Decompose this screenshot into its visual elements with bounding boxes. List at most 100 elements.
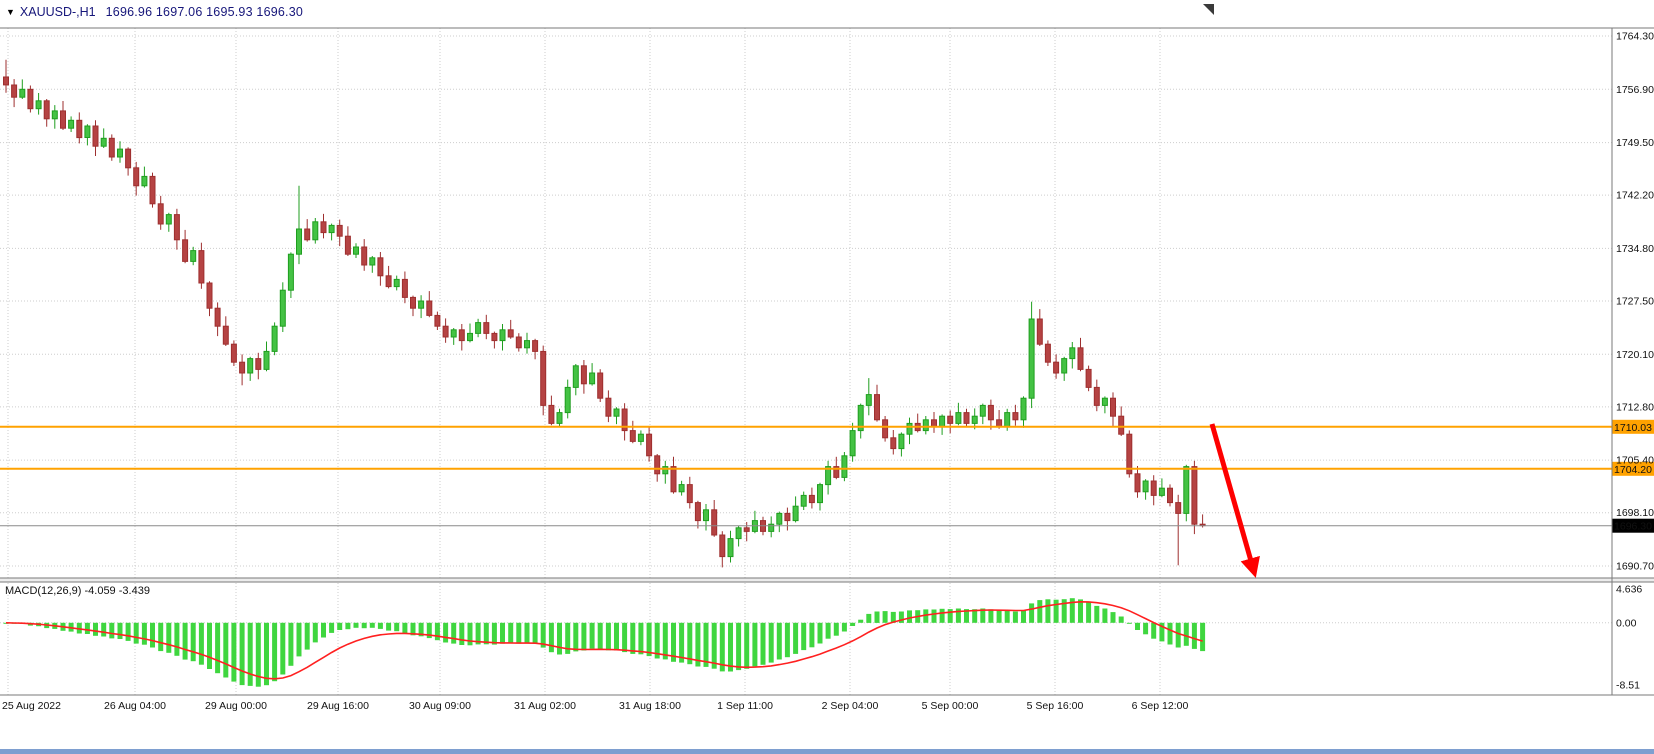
candle <box>637 433 644 442</box>
macd-histogram-bar <box>858 619 864 623</box>
price-axis-label[interactable]: 1742.20 <box>1616 190 1654 202</box>
time-axis-label[interactable]: 29 Aug 16:00 <box>307 700 369 712</box>
price-axis-label[interactable]: 1712.80 <box>1616 401 1654 413</box>
hline-price-tag <box>1612 461 1654 476</box>
macd-histogram-bar <box>980 608 986 623</box>
panel-separator[interactable] <box>0 578 1654 582</box>
price-scale[interactable]: 1764.30 1756.90 1749.50 1742.20 1734.80 1727.… <box>1616 31 1654 692</box>
macd-histogram-bar <box>1021 610 1026 623</box>
time-axis-label[interactable]: 30 Aug 09:00 <box>409 700 471 712</box>
candle <box>190 250 197 262</box>
candle <box>670 466 677 493</box>
candle <box>507 329 514 338</box>
time-axis-label[interactable]: 1 Sep 11:00 <box>717 700 773 712</box>
macd-histogram-bar <box>907 610 912 623</box>
macd-histogram-bar <box>516 622 522 644</box>
macd-histogram-bar <box>361 622 367 629</box>
price-axis-label[interactable]: 1756.90 <box>1616 84 1654 96</box>
macd-histogram-bar <box>467 622 473 646</box>
macd-histogram-bar <box>589 622 595 649</box>
macd-histogram-bar <box>793 622 799 654</box>
macd-axis-label[interactable]: 0.00 <box>1616 617 1637 629</box>
macd-histogram-bar <box>622 622 628 653</box>
candle <box>1061 358 1068 374</box>
candle <box>580 365 587 385</box>
macd-histogram-bar <box>386 622 392 631</box>
macd-histogram-bar <box>850 622 856 626</box>
time-axis-label[interactable]: 5 Sep 16:00 <box>1027 700 1084 712</box>
price-axis-label[interactable]: 1749.50 <box>1616 137 1654 149</box>
macd-histogram-bar <box>703 622 709 667</box>
time-axis-label[interactable]: 31 Aug 18:00 <box>619 700 681 712</box>
hline-price-tag <box>1612 419 1654 434</box>
candle <box>475 322 482 334</box>
price-axis-label[interactable]: 1690.70 <box>1616 561 1654 573</box>
candle <box>898 433 905 450</box>
macd-histogram-bar <box>776 622 782 660</box>
macd-histogram-bar <box>264 622 269 686</box>
price-axis-label[interactable]: 1720.10 <box>1616 349 1654 361</box>
macd-histogram-bar <box>614 622 619 651</box>
candle <box>336 224 343 237</box>
candle <box>963 412 970 424</box>
candle <box>344 235 351 255</box>
trend-arrow[interactable] <box>1209 423 1260 578</box>
candle <box>450 329 457 338</box>
macd-histogram-bar <box>898 611 904 623</box>
macd-histogram-bar <box>964 609 969 623</box>
candle <box>19 88 26 98</box>
macd-histogram-bar <box>654 622 660 659</box>
macd-histogram-bar <box>695 622 701 667</box>
time-axis[interactable]: 25 Aug 2022 26 Aug 04:00 29 Aug 00:00 29 Au… <box>2 700 1188 712</box>
time-axis-label[interactable]: 29 Aug 00:00 <box>205 700 267 712</box>
macd-histogram-bar <box>581 622 587 651</box>
time-axis-label[interactable]: 31 Aug 02:00 <box>514 700 576 712</box>
macd-histogram-bar <box>166 622 172 653</box>
candle <box>27 88 34 110</box>
candle <box>141 175 148 187</box>
macd-histogram-bar <box>434 622 440 641</box>
macd-histogram-bar <box>874 611 880 623</box>
time-axis-label[interactable]: 5 Sep 00:00 <box>922 700 979 712</box>
candle <box>222 325 229 345</box>
macd-axis-label[interactable]: -8.51 <box>1616 679 1640 691</box>
price-axis-label[interactable]: 1705.40 <box>1616 455 1654 467</box>
price-axis-label[interactable]: 1764.30 <box>1616 31 1654 43</box>
time-axis-label[interactable]: 6 Sep 12:00 <box>1132 700 1189 712</box>
price-axis-label[interactable]: 1734.80 <box>1616 243 1654 255</box>
candle <box>1101 397 1108 406</box>
macd-axis-label[interactable]: 4.636 <box>1616 584 1642 596</box>
candle <box>483 322 490 334</box>
time-axis-label[interactable]: 2 Sep 04:00 <box>822 700 879 712</box>
candle <box>393 278 400 288</box>
candle <box>1175 502 1182 514</box>
time-axis-label[interactable]: 25 Aug 2022 <box>2 700 61 712</box>
macd-histogram-bar <box>304 622 310 650</box>
macd-histogram-bar <box>532 622 538 644</box>
macd-histogram-bar <box>687 622 693 665</box>
candle <box>515 336 522 349</box>
macd-histogram-bar <box>1135 622 1140 630</box>
macd-histogram-bar <box>410 622 416 636</box>
macd-histogram-bar <box>150 622 155 648</box>
macd-histogram-bar <box>109 622 115 639</box>
macd-histogram-bar <box>125 622 131 641</box>
price-axis-label[interactable]: 1698.10 <box>1616 507 1654 519</box>
time-axis-label[interactable]: 26 Aug 04:00 <box>104 700 166 712</box>
candle <box>1110 397 1116 417</box>
macd-histogram-bar <box>475 622 481 645</box>
chart-shift-icon[interactable] <box>1203 4 1214 15</box>
candle <box>320 221 327 234</box>
macd-histogram-bar <box>101 622 107 637</box>
macd-histogram-bar <box>329 622 335 633</box>
macd-panel <box>3 598 1206 687</box>
macd-histogram-bar <box>744 622 750 669</box>
symbol-dropdown-icon[interactable]: ▼ <box>6 7 15 17</box>
candle <box>287 253 294 291</box>
price-axis-label[interactable]: 1727.50 <box>1616 296 1654 308</box>
macd-histogram-bar <box>353 622 359 628</box>
macd-histogram-bar <box>719 622 725 672</box>
macd-histogram-bar <box>133 622 139 644</box>
candle <box>239 361 246 374</box>
